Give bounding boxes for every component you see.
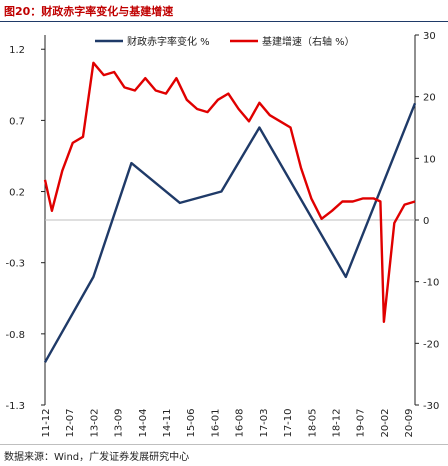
x-tick-label: 11-12 — [41, 408, 52, 437]
x-tick-label: 17-10 — [283, 408, 294, 437]
x-tick-label: 14-04 — [138, 408, 149, 437]
x-tick-label: 19-07 — [356, 408, 367, 437]
x-tick-label: 13-09 — [114, 408, 125, 437]
source-note: 数据来源：Wind，广发证券发展研究中心 — [4, 452, 190, 463]
legend: 财政赤字率变化 % 基建增速（右轴 %） — [95, 35, 355, 48]
x-tick-label: 14-11 — [162, 408, 173, 437]
x-tick-label: 20-09 — [404, 408, 415, 437]
legend-item-deficit-label: 财政赤字率变化 % — [127, 35, 210, 48]
left-tick-label: 1.2 — [9, 45, 25, 56]
right-tick-label: -20 — [423, 339, 439, 350]
x-tick-label: 18-12 — [331, 408, 342, 437]
x-tick-label: 18-05 — [307, 408, 318, 437]
legend-item-infra-label: 基建增速（右轴 %） — [262, 35, 355, 48]
x-tick-label: 17-03 — [259, 408, 270, 437]
series-line-deficit — [43, 102, 417, 363]
right-tick-label: -10 — [423, 278, 439, 289]
right-tick-label: 0 — [423, 216, 429, 227]
x-tick-label: 13-02 — [89, 408, 100, 437]
right-tick-label: -30 — [423, 401, 439, 412]
axes-group: -1.3 -0.8 -0.3 0.2 0.7 1.2 -30 -20 -10 0 10 20 30 11-… — [5, 31, 439, 438]
x-tick-label: 15-06 — [186, 408, 197, 437]
title-bar: 图20：财政赤字率变化与基建增速 — [0, 0, 448, 22]
x-tick-label: 16-08 — [235, 408, 246, 437]
right-tick-label: 10 — [423, 154, 436, 165]
right-tick-label: 30 — [423, 31, 436, 42]
left-tick-label: -1.3 — [5, 401, 25, 412]
x-tick-label: 20-02 — [380, 408, 391, 437]
left-tick-label: -0.3 — [5, 259, 25, 270]
source-divider — [0, 444, 448, 445]
left-tick-label: -0.8 — [5, 330, 25, 341]
left-tick-label: 0.2 — [9, 188, 25, 199]
x-tick-label: 12-07 — [65, 408, 76, 437]
right-tick-label: 20 — [423, 93, 436, 104]
left-tick-label: 0.7 — [9, 116, 25, 127]
series-line-infra — [43, 61, 416, 323]
chart-title: 图20：财政赤字率变化与基建增速 — [4, 5, 174, 18]
lines-group — [43, 61, 417, 363]
x-tick-label: 16-01 — [210, 408, 221, 437]
